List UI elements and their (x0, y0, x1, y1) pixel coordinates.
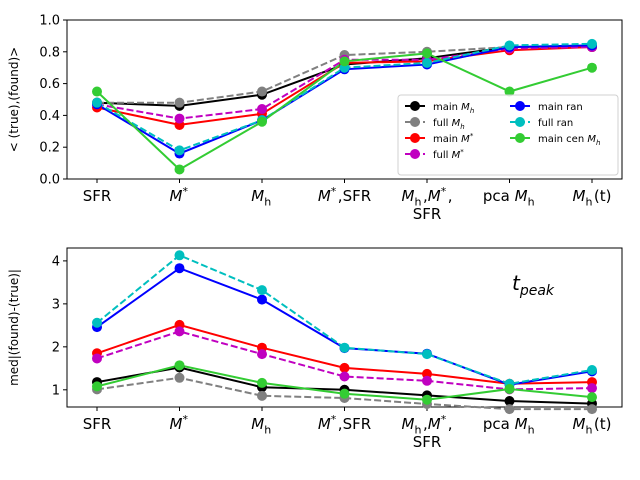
legend-label: full Mh (433, 118, 465, 131)
y-tick-label: 1 (52, 383, 60, 398)
data-point (587, 383, 597, 394)
y-tick-label: 3 (52, 297, 60, 312)
data-point (257, 377, 267, 388)
data-point (422, 368, 432, 379)
data-point (422, 57, 432, 68)
data-point (174, 360, 185, 371)
data-point (587, 404, 597, 415)
legend-label: main M* (433, 132, 474, 145)
y-tick-label: 4 (52, 254, 60, 269)
data-point (174, 250, 185, 261)
data-point (587, 365, 597, 376)
x-tick-label: Mh (251, 187, 272, 209)
data-point (339, 342, 350, 353)
panel-annotation: tpeak (512, 271, 555, 299)
data-point (339, 56, 350, 67)
data-point (92, 317, 102, 328)
top-panel: 0.0 0.2 0.4 0.6 0.8 1.0 < (true),(found)> SFR M*… (7, 14, 623, 223)
x-tick-label: M* (170, 185, 190, 205)
x-tick-label: SFR (83, 187, 112, 205)
legend-marker (410, 101, 420, 111)
x-tick-label: M* ,SFR (318, 413, 371, 433)
data-point (92, 353, 102, 364)
legend-marker (515, 117, 525, 127)
x-tick-label: pca Mh (483, 187, 536, 209)
data-point (422, 394, 432, 405)
y-axis-label: < (true),(found)> (7, 47, 21, 153)
data-point (257, 116, 267, 127)
y-tick-label: 0.4 (39, 109, 60, 124)
data-point (174, 263, 185, 274)
data-point (174, 164, 185, 175)
data-point (422, 375, 432, 386)
x-tick-label: Mh (t) (572, 415, 611, 437)
data-point (174, 372, 185, 383)
data-point (92, 97, 102, 108)
legend-box (397, 94, 619, 176)
data-point (174, 97, 185, 108)
data-point (504, 395, 515, 406)
data-point (174, 326, 185, 337)
x-tick-label: pca Mh (483, 415, 536, 437)
y-axis-label: med|(found)-(true)| (7, 269, 21, 386)
x-tick-label: SFR (83, 415, 112, 433)
y-tick-label: 0.0 (39, 173, 60, 188)
data-point (339, 362, 350, 373)
data-point (257, 86, 267, 97)
y-tick-label: 0.2 (39, 141, 60, 156)
legend-label: main cen Mh (538, 134, 600, 147)
legend-label: main Mh (433, 102, 474, 115)
data-point (174, 113, 185, 124)
legend-label: full M* (433, 148, 464, 161)
y-tick-label: 0.8 (39, 45, 60, 60)
x-tick-label: Mh (t) (572, 187, 611, 209)
legend-label: full ran (538, 118, 573, 129)
data-point (257, 285, 267, 296)
x-tick-label-line2: SFR (413, 205, 442, 223)
data-point (504, 404, 515, 415)
x-tick-label-line2: SFR (413, 433, 442, 451)
data-point (174, 145, 185, 156)
bottom-panel: 1 2 3 4 med|(found)-(true)| SFR M* Mh M* ,SFR M… (7, 247, 623, 451)
data-point (339, 388, 350, 399)
data-point (587, 62, 597, 73)
data-point (587, 392, 597, 403)
data-point (587, 38, 597, 49)
data-point (422, 349, 432, 360)
data-point (257, 294, 267, 305)
y-tick-label: 1.0 (39, 14, 60, 29)
data-point (504, 86, 515, 97)
data-point (257, 349, 267, 360)
data-point (422, 48, 432, 59)
legend-label: main ran (538, 102, 583, 113)
data-point (504, 383, 515, 394)
data-point (257, 104, 267, 115)
legend-marker (410, 149, 420, 159)
legend-marker (515, 101, 525, 111)
legend-marker (515, 133, 525, 143)
data-point (504, 40, 515, 51)
data-point (257, 390, 267, 401)
data-point (339, 371, 350, 382)
data-point (92, 86, 102, 97)
data-point (92, 381, 102, 392)
legend-marker (410, 117, 420, 127)
x-tick-label: Mh ,M* , (402, 413, 453, 437)
x-tick-label: M* ,SFR (318, 185, 371, 205)
y-tick-label: 2 (52, 340, 60, 355)
x-tick-label: Mh ,M* , (402, 185, 453, 209)
x-tick-label: M* (170, 413, 190, 433)
x-tick-label: Mh (251, 415, 272, 437)
y-tick-label: 0.6 (39, 77, 60, 92)
legend-marker (410, 133, 420, 143)
